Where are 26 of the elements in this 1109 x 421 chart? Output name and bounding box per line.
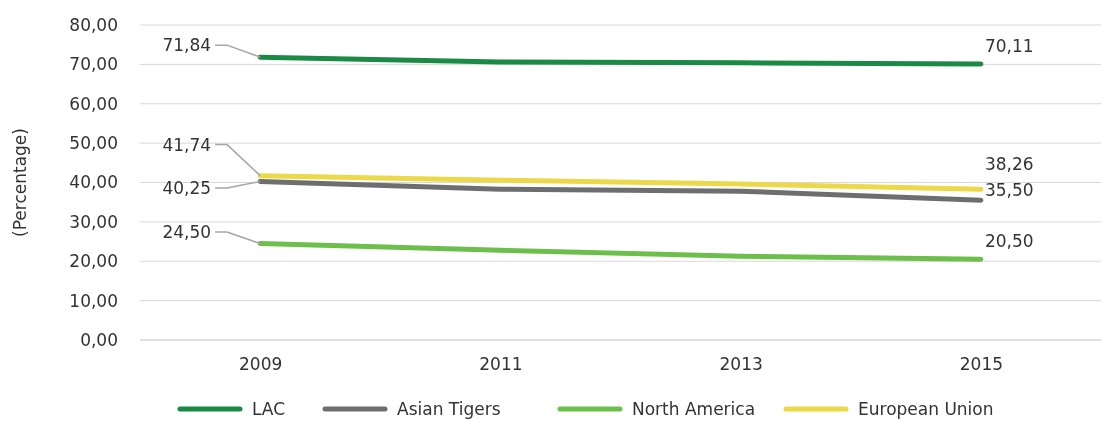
y-tick-label: 60,00 — [69, 93, 118, 114]
legend-label: North America — [632, 399, 756, 419]
data-label: 41,74 — [162, 134, 212, 155]
data-label: 35,50 — [984, 179, 1034, 200]
y-tick-label: 80,00 — [69, 14, 118, 35]
legend-label: Asian Tigers — [397, 399, 501, 419]
data-label: 71,84 — [162, 35, 212, 56]
data-label: 20,50 — [984, 231, 1034, 252]
y-tick-label: 0,00 — [80, 329, 118, 350]
data-label: 40,25 — [162, 178, 212, 199]
data-label: 70,11 — [984, 35, 1034, 56]
data-label: 38,26 — [984, 153, 1034, 174]
x-tick-label: 2009 — [238, 354, 283, 375]
y-tick-label: 30,00 — [69, 211, 118, 232]
data-label: 24,50 — [162, 222, 212, 243]
legend-label: LAC — [252, 399, 286, 419]
y-tick-label: 20,00 — [69, 251, 118, 272]
x-tick-label: 2013 — [719, 354, 763, 375]
y-tick-label: 10,00 — [69, 290, 118, 311]
y-tick-label: 40,00 — [69, 172, 118, 193]
y-tick-label: 50,00 — [69, 133, 118, 154]
x-tick-label: 2015 — [959, 354, 1004, 375]
y-tick-label: 70,00 — [69, 54, 118, 75]
legend-label: European Union — [858, 399, 994, 419]
x-tick-label: 2011 — [479, 354, 523, 375]
y-axis-title: (Percentage) — [10, 128, 30, 237]
